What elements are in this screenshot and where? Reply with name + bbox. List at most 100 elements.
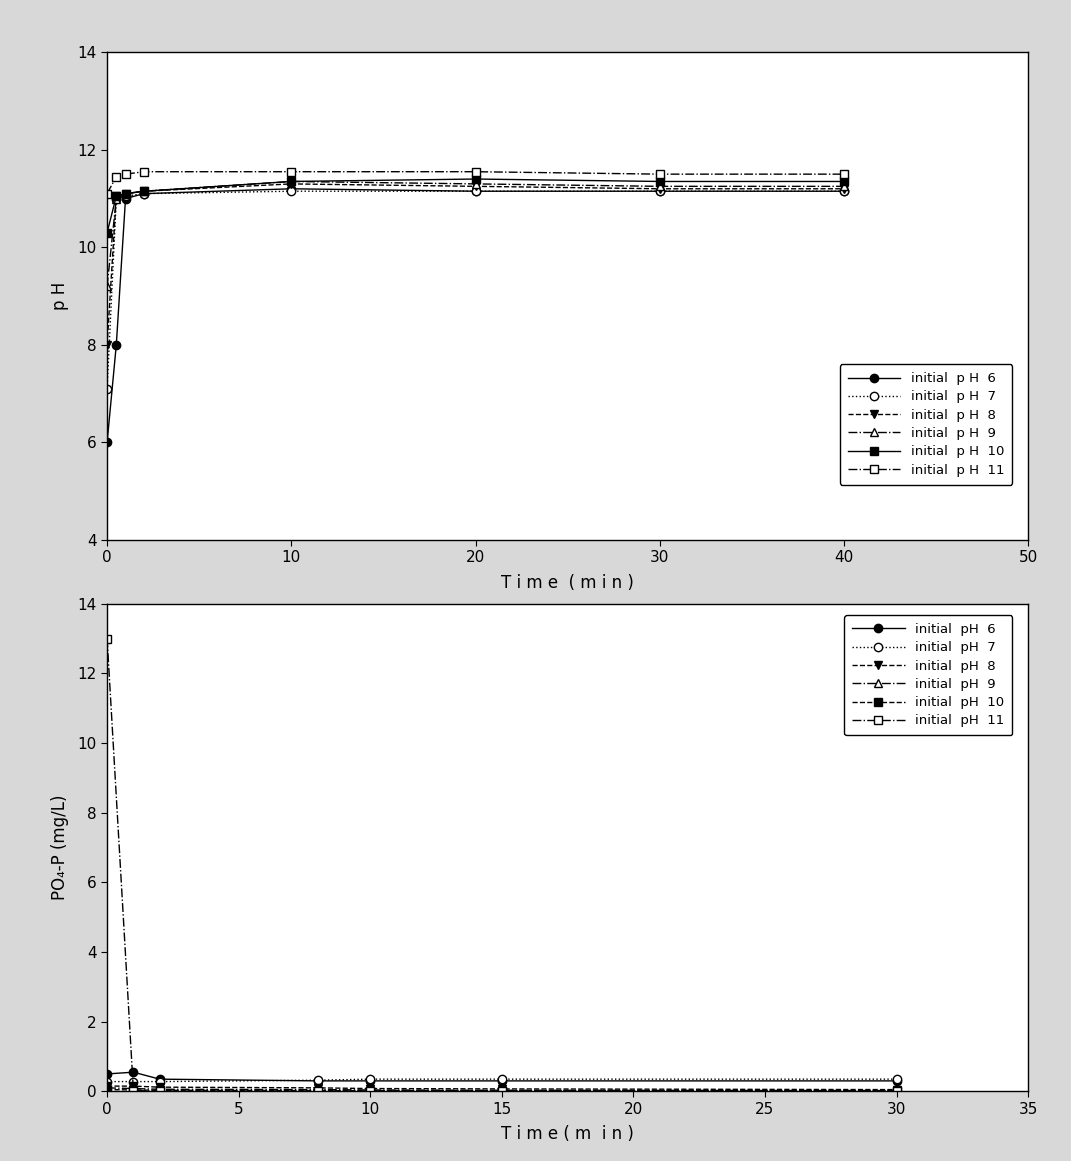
initial  p H  11 bbox=[285, 165, 298, 179]
initial  p H  7 bbox=[137, 187, 150, 201]
Y-axis label: PO₄-P (mg/L): PO₄-P (mg/L) bbox=[51, 795, 70, 900]
initial  pH  8 bbox=[312, 1081, 325, 1095]
Line: initial  p H  8: initial p H 8 bbox=[103, 180, 848, 349]
initial  p H  7 bbox=[653, 185, 666, 199]
initial  p H  6 bbox=[469, 185, 482, 199]
initial  p H  10 bbox=[101, 225, 114, 239]
initial  p H  6 bbox=[838, 185, 850, 199]
initial  p H  10 bbox=[285, 174, 298, 188]
Line: initial  pH  6: initial pH 6 bbox=[103, 1068, 901, 1086]
initial  pH  7 bbox=[101, 1075, 114, 1089]
Line: initial  pH  9: initial pH 9 bbox=[103, 1083, 901, 1095]
initial  pH  7 bbox=[364, 1073, 377, 1087]
Line: initial  pH  10: initial pH 10 bbox=[103, 1086, 901, 1095]
initial  pH  7 bbox=[890, 1073, 903, 1087]
initial  pH  11 bbox=[496, 1083, 509, 1097]
initial  pH  11 bbox=[890, 1083, 903, 1097]
initial  p H  8 bbox=[838, 182, 850, 196]
initial  p H  9 bbox=[838, 179, 850, 193]
initial  p H  7 bbox=[285, 185, 298, 199]
Line: initial  p H  7: initial p H 7 bbox=[103, 187, 848, 392]
Line: initial  pH  7: initial pH 7 bbox=[103, 1075, 901, 1086]
initial  p H  10 bbox=[137, 185, 150, 199]
initial  p H  11 bbox=[110, 170, 123, 183]
initial  p H  7 bbox=[469, 185, 482, 199]
Line: initial  p H  9: initial p H 9 bbox=[103, 178, 848, 290]
initial  p H  11 bbox=[101, 187, 114, 201]
initial  pH  10 bbox=[153, 1083, 166, 1097]
initial  pH  6 bbox=[364, 1074, 377, 1088]
initial  pH  8 bbox=[153, 1080, 166, 1094]
initial  pH  10 bbox=[364, 1083, 377, 1097]
initial  pH  6 bbox=[496, 1074, 509, 1088]
initial  p H  10 bbox=[469, 172, 482, 186]
initial  pH  8 bbox=[890, 1082, 903, 1096]
initial  pH  8 bbox=[364, 1082, 377, 1096]
initial  pH  10 bbox=[890, 1083, 903, 1097]
initial  pH  9 bbox=[364, 1083, 377, 1097]
initial  p H  11 bbox=[469, 165, 482, 179]
initial  pH  9 bbox=[127, 1082, 140, 1096]
initial  p H  10 bbox=[838, 174, 850, 188]
initial  p H  9 bbox=[469, 176, 482, 190]
initial  pH  9 bbox=[101, 1081, 114, 1095]
initial  p H  6 bbox=[101, 435, 114, 449]
initial  pH  11 bbox=[101, 632, 114, 646]
initial  pH  9 bbox=[890, 1083, 903, 1097]
initial  p H  11 bbox=[137, 165, 150, 179]
initial  p H  8 bbox=[469, 179, 482, 193]
initial  pH  11 bbox=[127, 1083, 140, 1097]
initial  p H  9 bbox=[653, 179, 666, 193]
initial  p H  6 bbox=[137, 187, 150, 201]
initial  pH  9 bbox=[312, 1082, 325, 1096]
initial  pH  6 bbox=[890, 1074, 903, 1088]
initial  p H  6 bbox=[285, 182, 298, 196]
initial  pH  6 bbox=[153, 1073, 166, 1087]
initial  p H  8 bbox=[119, 187, 132, 201]
initial  pH  10 bbox=[127, 1083, 140, 1097]
initial  p H  9 bbox=[285, 174, 298, 188]
initial  pH  11 bbox=[312, 1084, 325, 1098]
initial  pH  7 bbox=[312, 1073, 325, 1087]
initial  p H  8 bbox=[653, 182, 666, 196]
Line: initial  pH  8: initial pH 8 bbox=[103, 1082, 901, 1094]
initial  pH  10 bbox=[312, 1083, 325, 1097]
initial  pH  6 bbox=[312, 1074, 325, 1088]
Line: initial  pH  11: initial pH 11 bbox=[103, 634, 901, 1095]
Line: initial  p H  10: initial p H 10 bbox=[103, 175, 848, 237]
initial  p H  7 bbox=[119, 189, 132, 203]
initial  pH  11 bbox=[153, 1084, 166, 1098]
initial  p H  6 bbox=[110, 338, 123, 352]
initial  p H  7 bbox=[838, 185, 850, 199]
initial  p H  8 bbox=[101, 338, 114, 352]
initial  p H  9 bbox=[119, 187, 132, 201]
initial  p H  9 bbox=[137, 185, 150, 199]
initial  pH  8 bbox=[496, 1082, 509, 1096]
Line: initial  p H  6: initial p H 6 bbox=[103, 185, 848, 447]
initial  pH  6 bbox=[127, 1066, 140, 1080]
initial  p H  10 bbox=[110, 189, 123, 203]
initial  p H  10 bbox=[119, 187, 132, 201]
initial  pH  10 bbox=[101, 1082, 114, 1096]
initial  p H  9 bbox=[110, 192, 123, 205]
initial  p H  11 bbox=[838, 167, 850, 181]
Legend: initial  p H  6, initial  p H  7, initial  p H  8, initial  p H  9, initial  p H: initial p H 6, initial p H 7, initial p … bbox=[840, 365, 1012, 484]
initial  p H  10 bbox=[653, 174, 666, 188]
initial  p H  7 bbox=[110, 192, 123, 205]
initial  pH  9 bbox=[153, 1082, 166, 1096]
initial  pH  10 bbox=[496, 1083, 509, 1097]
initial  pH  6 bbox=[101, 1067, 114, 1081]
initial  p H  9 bbox=[101, 280, 114, 294]
initial  p H  8 bbox=[110, 189, 123, 203]
initial  p H  7 bbox=[101, 382, 114, 396]
initial  pH  8 bbox=[101, 1080, 114, 1094]
initial  pH  11 bbox=[364, 1084, 377, 1098]
initial  p H  6 bbox=[119, 192, 132, 205]
initial  p H  11 bbox=[653, 167, 666, 181]
initial  p H  8 bbox=[285, 176, 298, 190]
Line: initial  p H  11: initial p H 11 bbox=[103, 167, 848, 197]
X-axis label: T i m e  ( m i n ): T i m e ( m i n ) bbox=[501, 574, 634, 592]
initial  p H  8 bbox=[137, 185, 150, 199]
initial  pH  7 bbox=[127, 1075, 140, 1089]
initial  pH  9 bbox=[496, 1083, 509, 1097]
